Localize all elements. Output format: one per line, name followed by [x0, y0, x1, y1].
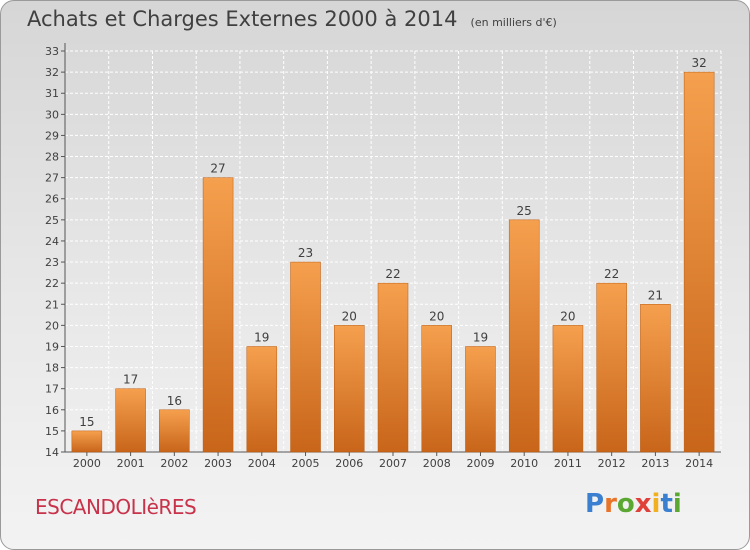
chart-subtitle: (en milliers d'€): [470, 16, 557, 29]
bar: [508, 219, 540, 453]
data-label: 20: [342, 309, 357, 323]
y-tick-label: 23: [45, 256, 59, 269]
x-tick-label: 2010: [510, 457, 538, 470]
data-label: 19: [254, 330, 269, 344]
y-tick-label: 26: [45, 193, 59, 206]
logo-letter: r: [604, 489, 617, 519]
y-tick-label: 16: [45, 404, 59, 417]
x-tick-label: 2008: [423, 457, 451, 470]
x-tick-label: 2002: [160, 457, 188, 470]
logo-letter: i: [672, 489, 682, 519]
data-label: 15: [79, 415, 94, 429]
bar: [596, 282, 627, 453]
chart-title: Achats et Charges Externes 2000 à 2014: [27, 7, 458, 31]
data-labels: 15 17 16 27 19 23 20 22 20 19 25 20 22 21 32: [79, 56, 707, 429]
x-tick-label: 2009: [466, 457, 494, 470]
data-label: 32: [691, 56, 706, 70]
x-tick-label: 2003: [204, 457, 232, 470]
bar: [465, 346, 496, 453]
bar: [290, 261, 321, 453]
data-label: 22: [604, 267, 619, 281]
y-tick-label: 22: [45, 277, 59, 290]
bar: [640, 304, 671, 453]
logo-letter: P: [585, 489, 605, 519]
y-tick-label: 20: [45, 319, 59, 332]
bar: [246, 346, 278, 453]
y-tick-label: 29: [45, 129, 59, 142]
bar: [71, 430, 103, 453]
x-tick-label: 2012: [598, 457, 626, 470]
bars: [71, 71, 715, 453]
y-tick-label: 32: [45, 66, 59, 79]
proxiti-logo: Proxiti: [585, 489, 682, 519]
bar: [683, 71, 715, 453]
y-tick-label: 33: [45, 45, 59, 58]
y-tick-label: 31: [45, 87, 59, 100]
y-tick-label: 24: [45, 235, 59, 248]
data-label: 27: [210, 162, 225, 176]
bar: [552, 325, 584, 453]
y-tick-label: 30: [45, 108, 59, 121]
town-name: ESCANDOLIèRES: [35, 495, 197, 519]
data-label: 16: [167, 394, 182, 408]
y-tick-label: 19: [45, 340, 59, 353]
bar: [334, 325, 365, 453]
bar: [421, 325, 452, 453]
x-tick-label: 2004: [248, 457, 276, 470]
title-row: Achats et Charges Externes 2000 à 2014 (…: [27, 7, 557, 31]
data-label: 25: [517, 204, 532, 218]
data-label: 19: [473, 330, 488, 344]
y-tick-label: 28: [45, 151, 59, 164]
data-label: 22: [385, 267, 400, 281]
x-tick-label: 2000: [73, 457, 101, 470]
data-label: 20: [560, 309, 575, 323]
bar: [159, 409, 190, 453]
x-tick-label: 2007: [379, 457, 407, 470]
y-tick-label: 17: [45, 383, 59, 396]
data-label: 23: [298, 246, 313, 260]
x-tick-label: 2005: [292, 457, 320, 470]
data-label: 21: [648, 288, 663, 302]
logo-letter: x: [634, 489, 652, 519]
x-tick-label: 2014: [685, 457, 713, 470]
logo-letter: t: [660, 489, 673, 519]
x-tick-label: 2006: [335, 457, 363, 470]
y-tick-label: 15: [45, 425, 59, 438]
bar: [377, 282, 409, 453]
logo-letter: o: [616, 489, 635, 519]
x-tick-label: 2013: [641, 457, 669, 470]
logo-letter: i: [651, 489, 661, 519]
y-tick-label: 25: [45, 214, 59, 227]
data-label: 17: [123, 373, 138, 387]
y-tick-label: 18: [45, 362, 59, 375]
y-tick-label: 21: [45, 298, 59, 311]
bar: [202, 177, 234, 453]
y-tick-label: 14: [45, 446, 59, 459]
y-tick-label: 27: [45, 172, 59, 185]
bar: [115, 388, 146, 453]
x-tick-label: 2001: [117, 457, 145, 470]
data-label: 20: [429, 309, 444, 323]
x-tick-label: 2011: [554, 457, 582, 470]
